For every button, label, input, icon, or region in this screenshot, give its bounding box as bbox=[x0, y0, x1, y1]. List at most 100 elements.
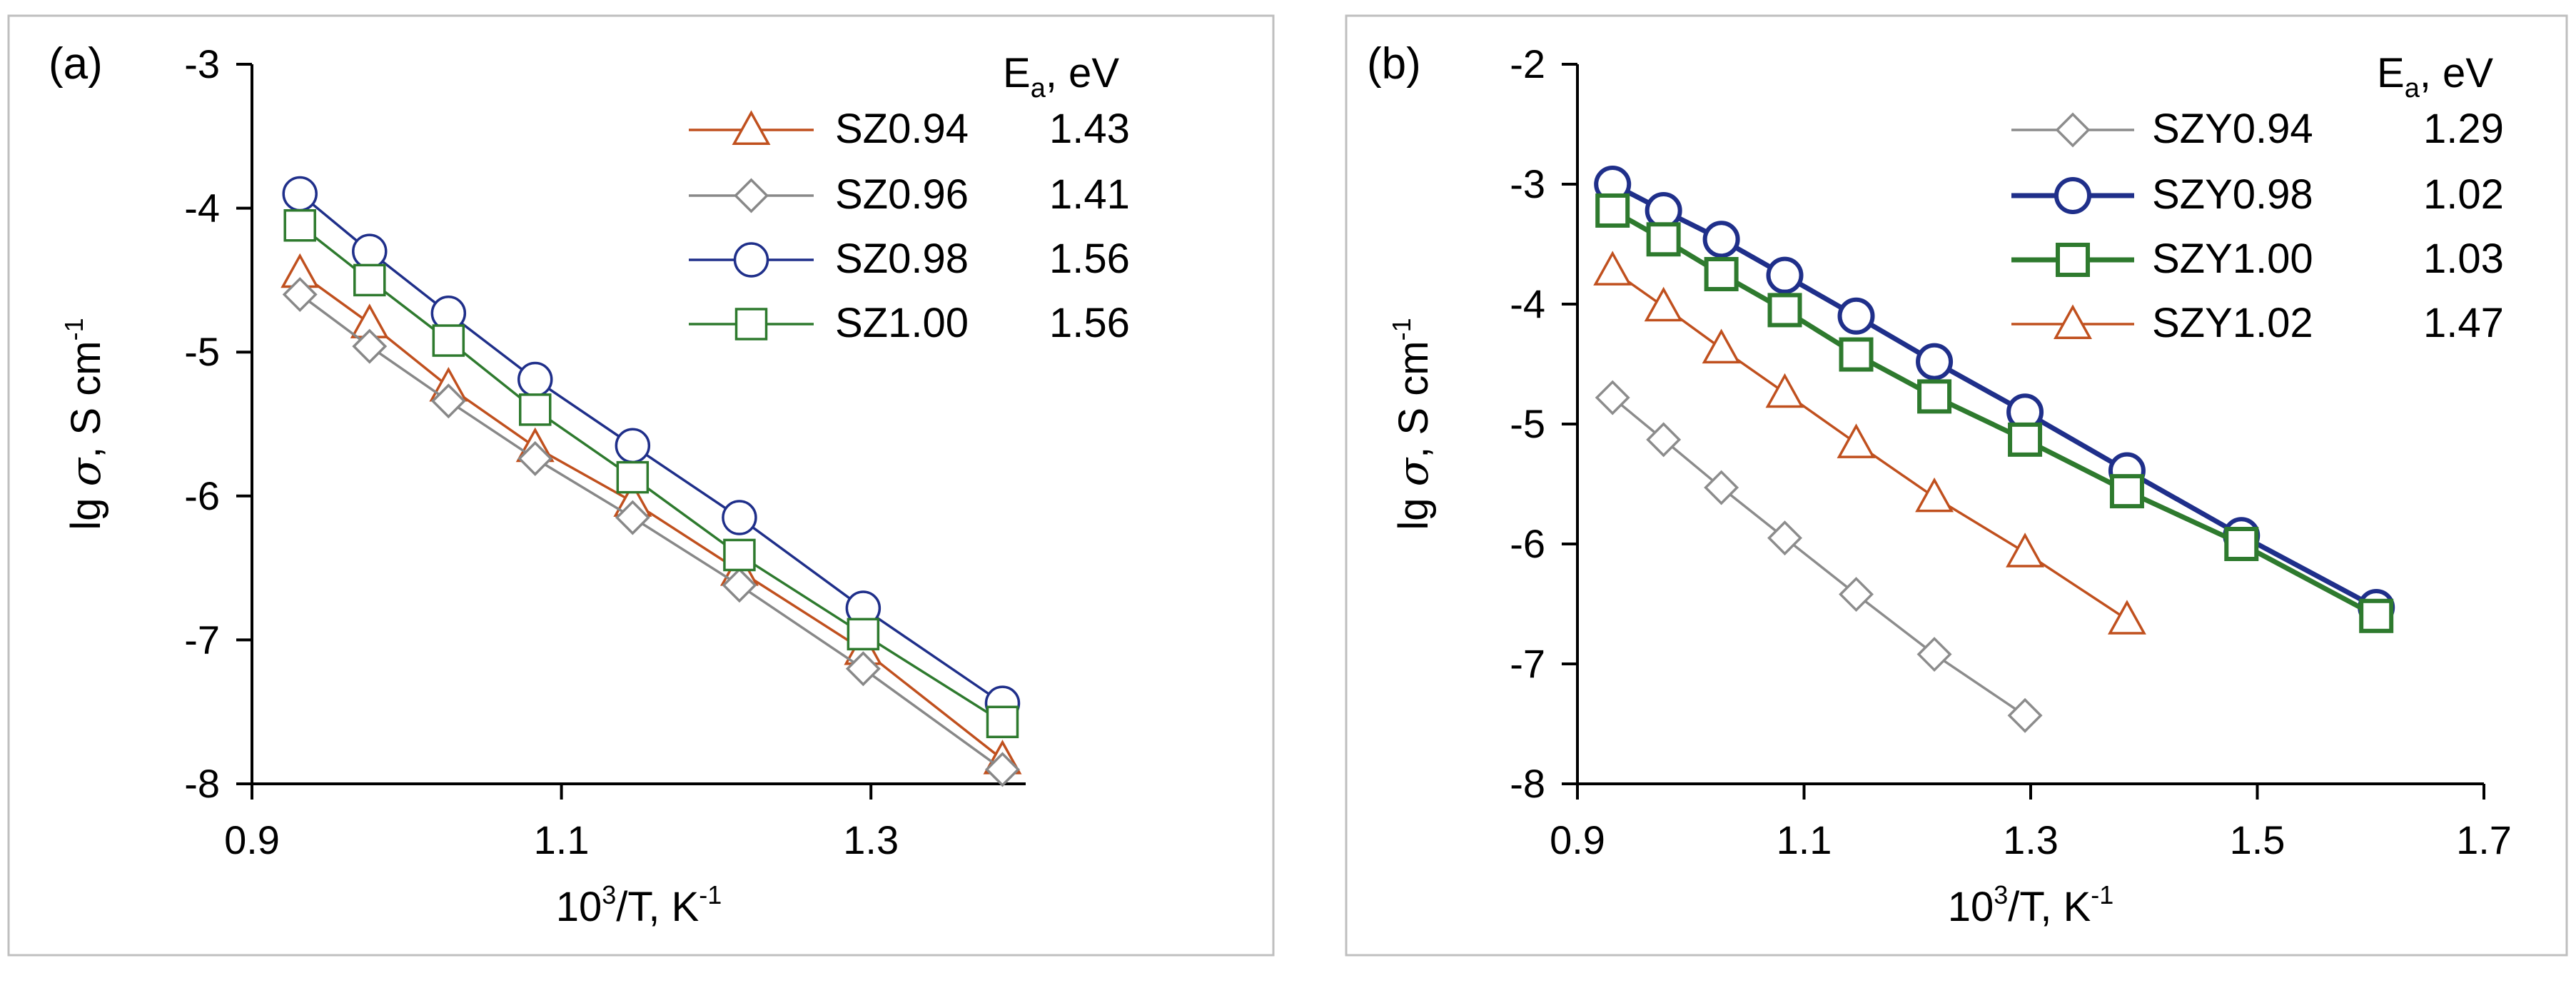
data-point-SZ0.96 bbox=[615, 500, 650, 535]
y-tick-label: -7 bbox=[184, 617, 220, 662]
y-axis-label-sigma: σ bbox=[1389, 457, 1438, 486]
legend-ea-value: 1.29 bbox=[2423, 106, 2504, 152]
legend-ea-value: 1.02 bbox=[2423, 171, 2504, 218]
panel-frame bbox=[1345, 14, 2568, 957]
data-point-SZ1.00 bbox=[518, 393, 552, 426]
y-tick-label: -3 bbox=[1510, 161, 1545, 206]
legend-marker bbox=[2056, 243, 2090, 277]
legend-title: Ea, eV bbox=[2377, 50, 2493, 104]
x-tick-label: 0.9 bbox=[1550, 817, 1605, 862]
legend-title-sub: a bbox=[2405, 74, 2420, 104]
data-point-SZY1.02 bbox=[2107, 600, 2146, 635]
data-point-SZY0.98 bbox=[1766, 256, 1804, 294]
data-point-SZY1.00 bbox=[2008, 422, 2043, 457]
panel-frame bbox=[7, 14, 1275, 957]
data-point-SZ1.00 bbox=[616, 460, 650, 494]
data-point-SZY1.00 bbox=[2109, 474, 2144, 509]
data-point-SZY0.94 bbox=[1767, 520, 1802, 556]
legend-ea-value: 1.56 bbox=[1049, 236, 1130, 282]
data-point-SZ0.98 bbox=[517, 361, 553, 398]
data-point-SZ0.96 bbox=[722, 568, 757, 603]
series-line-SZY1.00 bbox=[1611, 208, 2378, 618]
y-tick-label: -5 bbox=[184, 329, 220, 374]
x-axis-label-sup2: -1 bbox=[2091, 880, 2113, 909]
data-point-SZY0.98 bbox=[1916, 343, 1954, 380]
legend-marker bbox=[733, 242, 769, 278]
data-point-SZY0.94 bbox=[1916, 637, 1952, 672]
legend-ea-value: 1.43 bbox=[1049, 106, 1130, 152]
data-point-SZ1.00 bbox=[353, 263, 386, 297]
y-axis-label: lg σ, S cm-1 bbox=[1387, 318, 1438, 530]
data-point-SZ1.00 bbox=[432, 324, 465, 357]
legend-series-name: SZY0.94 bbox=[2152, 106, 2313, 152]
data-point-SZY1.02 bbox=[1644, 286, 1683, 322]
legend-series-name: SZY0.98 bbox=[2152, 171, 2313, 218]
x-tick-label: 1.1 bbox=[1777, 817, 1832, 862]
data-point-SZY1.00 bbox=[1839, 337, 1874, 372]
panel-label: (a) bbox=[49, 39, 103, 89]
legend-series-name: SZ0.96 bbox=[835, 171, 969, 218]
y-axis-label-sup: -1 bbox=[1387, 318, 1416, 341]
data-point-SZ0.98 bbox=[352, 233, 388, 269]
data-point-SZY1.00 bbox=[1917, 379, 1952, 414]
data-point-SZY1.00 bbox=[2224, 527, 2259, 561]
y-axis-label-unit: , S cm bbox=[1390, 341, 1437, 458]
y-tick-label: -4 bbox=[184, 186, 220, 231]
legend-marker bbox=[2054, 304, 2092, 339]
data-point-SZ0.98 bbox=[282, 176, 318, 212]
data-point-SZY1.00 bbox=[1704, 257, 1739, 291]
data-point-SZY0.98 bbox=[1837, 297, 1875, 335]
x-tick-label: 1.3 bbox=[2003, 817, 2059, 862]
data-point-SZY0.98 bbox=[1702, 221, 1740, 258]
x-axis-label-sup2: -1 bbox=[699, 880, 722, 909]
data-point-SZ1.00 bbox=[283, 209, 316, 242]
data-point-SZ0.96 bbox=[985, 752, 1020, 787]
data-point-SZY1.00 bbox=[1767, 293, 1802, 328]
legend-marker bbox=[2054, 177, 2091, 214]
y-tick-label: -3 bbox=[184, 41, 220, 86]
legend-title-rest: , eV bbox=[2420, 50, 2493, 96]
legend-title-base: E bbox=[2377, 50, 2405, 96]
y-axis-label-prefix: lg bbox=[1390, 486, 1437, 530]
x-tick-label: 1.7 bbox=[2456, 817, 2512, 862]
y-tick-label: -6 bbox=[184, 473, 220, 518]
x-axis-label-mid: /T, K bbox=[616, 884, 699, 930]
panel-b: (b) -2 -3 -4 -5 -6 -7 -80.9 1.1 1.3 1.5 1.7 103/T, K… bbox=[1345, 14, 2568, 957]
series-line-SZ0.96 bbox=[299, 293, 1004, 771]
data-point-SZ0.96 bbox=[282, 277, 318, 313]
y-axis-label-sup: -1 bbox=[59, 318, 89, 341]
series-line-SZY0.98 bbox=[1611, 181, 2378, 610]
data-point-SZ1.00 bbox=[847, 617, 880, 651]
data-point-SZY1.02 bbox=[1702, 328, 1741, 364]
data-point-SZY0.94 bbox=[1646, 422, 1682, 458]
y-tick-label: -8 bbox=[184, 761, 220, 806]
legend-marker bbox=[734, 308, 768, 341]
x-tick-label: 0.9 bbox=[224, 817, 280, 862]
legend-ea-value: 1.56 bbox=[1049, 300, 1130, 346]
data-point-SZY1.00 bbox=[1595, 193, 1630, 228]
data-point-SZY1.00 bbox=[2359, 598, 2394, 633]
legend-series-name: SZ1.00 bbox=[835, 300, 969, 346]
data-point-SZ0.96 bbox=[430, 383, 466, 419]
legend-title: Ea, eV bbox=[1003, 50, 1119, 104]
legend-ea-value: 1.03 bbox=[2423, 236, 2504, 282]
y-tick-label: -2 bbox=[1510, 41, 1545, 86]
legend-series-name: SZ0.98 bbox=[835, 236, 969, 282]
x-tick-label: 1.5 bbox=[2230, 817, 2285, 862]
y-axis-label-prefix: lg bbox=[63, 486, 109, 530]
data-point-SZY0.98 bbox=[1645, 191, 1682, 229]
data-point-SZY0.94 bbox=[2007, 697, 2043, 733]
legend-title-base: E bbox=[1003, 50, 1031, 96]
x-axis-label-sup: 3 bbox=[602, 880, 616, 909]
y-tick-label: -7 bbox=[1510, 641, 1545, 686]
x-axis-label-base: 10 bbox=[556, 884, 602, 930]
data-point-SZY1.02 bbox=[2006, 533, 2045, 568]
data-point-SZY0.94 bbox=[1839, 577, 1874, 613]
legend-marker bbox=[2055, 112, 2091, 148]
legend-series-name: SZ0.94 bbox=[835, 106, 969, 152]
data-point-SZ1.00 bbox=[986, 705, 1019, 739]
legend-title-rest: , eV bbox=[1046, 50, 1119, 96]
legend-ea-value: 1.41 bbox=[1049, 171, 1130, 218]
